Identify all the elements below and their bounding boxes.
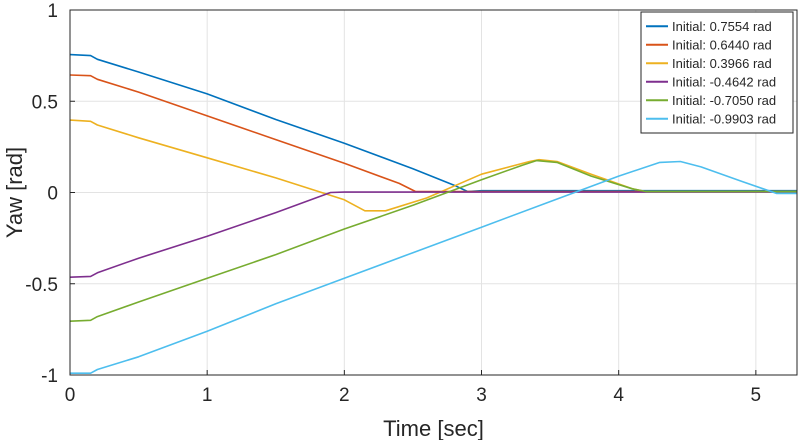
x-axis-title: Time [sec] — [383, 416, 484, 440]
x-tick-label: 4 — [613, 385, 624, 406]
x-tick-label: 2 — [339, 385, 350, 406]
y-axis-ticks: 1 0.5 0 -0.5 -1 — [25, 1, 75, 387]
y-axis-title: Yaw [rad] — [2, 147, 27, 238]
y-tick-label: 0 — [47, 184, 58, 205]
legend-entry-label: Initial: 0.6440 rad — [672, 37, 772, 52]
series-lines — [69, 53, 797, 375]
legend-entry-label: Initial: -0.9903 rad — [672, 111, 776, 126]
legend-box — [640, 11, 794, 134]
series-line-1 — [69, 53, 797, 193]
series-line-6 — [70, 160, 797, 375]
x-tick-label: 1 — [202, 385, 213, 406]
y-tick-label: -0.5 — [25, 275, 58, 296]
y-tick-label: -1 — [41, 366, 58, 387]
legend: Initial: 0.7554 rad Initial: 0.6440 rad In… — [640, 11, 794, 134]
x-axis-ticks: 0 1 2 3 4 5 — [65, 370, 761, 406]
y-tick-label: 0.5 — [32, 92, 58, 113]
x-tick-label: 0 — [65, 385, 76, 406]
legend-entry-label: Initial: 0.7554 rad — [672, 19, 772, 34]
legend-entry-label: Initial: 0.3966 rad — [672, 56, 772, 71]
x-tick-label: 5 — [751, 385, 762, 406]
x-tick-label: 3 — [476, 385, 487, 406]
legend-entry-label: Initial: -0.7050 rad — [672, 93, 776, 108]
legend-entry-label: Initial: -0.4642 rad — [672, 74, 776, 89]
y-tick-label: 1 — [47, 1, 58, 22]
series-line-5 — [69, 159, 797, 322]
